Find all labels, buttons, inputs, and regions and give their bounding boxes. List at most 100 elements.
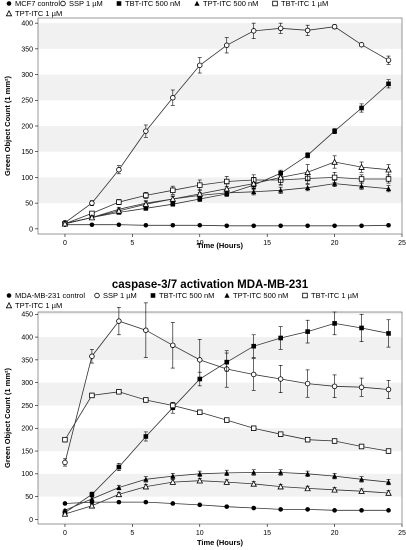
x-tick-label: 5 — [130, 530, 134, 537]
data-point — [304, 436, 311, 443]
data-point — [197, 471, 203, 477]
legend-item: TPT-ITC 500 nM — [224, 291, 288, 300]
legend-label: SSP 1 µM — [103, 291, 137, 300]
data-point — [170, 201, 176, 207]
data-point — [304, 380, 311, 387]
data-point — [115, 490, 123, 498]
data-point — [143, 476, 149, 482]
data-point — [332, 508, 337, 513]
y-tick-label: 350 — [21, 46, 33, 53]
data-point — [251, 469, 257, 475]
legend-marker — [116, 1, 122, 6]
data-point — [386, 222, 391, 228]
x-tick-label: 5 — [130, 240, 134, 247]
data-point — [331, 174, 338, 181]
data-point — [224, 470, 230, 476]
data-point — [143, 434, 149, 439]
data-point — [385, 176, 392, 182]
data-point — [62, 501, 68, 506]
y-tick-label: 200 — [21, 123, 33, 130]
legend-label: TPT-ITC 1 µM — [15, 301, 62, 310]
x-tick-label: 25 — [398, 530, 406, 537]
data-point — [224, 417, 230, 423]
chart-title: caspase-3/7 activation MDA-MB-231 — [112, 279, 309, 291]
y-tick-label: 0 — [29, 226, 33, 233]
series-6 — [61, 477, 392, 517]
data-point — [116, 499, 122, 505]
data-point — [89, 492, 95, 497]
legend-item: TBT-ITC 500 nM — [116, 0, 180, 8]
data-point — [89, 200, 95, 206]
chart-bottom: caspase-3/7 activation MDA-MB-2310501001… — [3, 279, 406, 547]
data-point — [89, 353, 95, 359]
data-point — [304, 27, 311, 34]
data-point — [278, 507, 283, 512]
data-point — [305, 507, 310, 512]
data-point — [251, 189, 257, 195]
data-point — [169, 195, 177, 202]
legend-label: MCF7 control — [15, 0, 60, 8]
series-5 — [62, 389, 392, 454]
data-point — [251, 223, 257, 229]
data-point — [358, 163, 365, 170]
x-tick-label: 0 — [63, 240, 67, 247]
data-point — [89, 222, 95, 228]
data-point — [88, 502, 96, 509]
legend-marker — [302, 292, 308, 299]
x-tick-label: 0 — [63, 530, 67, 537]
plot-background — [38, 312, 402, 497]
series-2 — [62, 302, 392, 467]
grid-band — [38, 382, 402, 406]
data-point — [197, 409, 203, 416]
data-point — [277, 483, 284, 490]
legend-item: TBT-ITC 1 µM — [302, 291, 358, 300]
data-point — [305, 471, 311, 477]
data-point — [116, 389, 122, 395]
data-point — [385, 489, 392, 496]
legend-item: SSP 1 µM — [60, 0, 103, 8]
data-point — [89, 496, 95, 502]
data-point — [115, 207, 123, 214]
data-point — [169, 478, 177, 485]
data-point — [170, 501, 176, 506]
x-tick-label: 10 — [196, 240, 204, 247]
data-point — [251, 343, 257, 349]
y-tick-label: 450 — [21, 312, 33, 319]
legend-label: TPT-ITC 1 µM — [15, 9, 62, 18]
data-point — [197, 196, 203, 202]
data-point — [359, 508, 364, 513]
data-point — [358, 476, 365, 482]
grid-band — [38, 126, 402, 152]
data-point — [358, 384, 365, 390]
data-point — [278, 187, 284, 193]
legend-item: MDA-MB-231 control — [6, 291, 85, 300]
data-point — [224, 223, 230, 229]
data-point — [143, 499, 149, 505]
x-tick-label: 10 — [196, 530, 204, 537]
data-point — [358, 487, 365, 494]
chart-top: 0 50 100 150 200 250 300 350 400 0 5 10 15 20 25 Time (… — [3, 0, 406, 250]
grid-band — [38, 23, 402, 49]
series-6 — [61, 155, 392, 227]
legend-label: TBT-ITC 1 µM — [311, 291, 358, 300]
data-point — [143, 128, 149, 134]
y-tick-label: 300 — [21, 72, 33, 79]
data-point — [224, 504, 230, 509]
legend-marker — [60, 0, 66, 7]
data-point — [142, 483, 150, 490]
legend-marker — [272, 0, 278, 7]
data-point — [143, 205, 149, 211]
legend: MDA-MB-231 control SSP 1 µM TBT-ITC 500 nM… — [5, 291, 358, 310]
legend-label: TBT-ITC 1 µM — [281, 0, 328, 8]
series-1 — [62, 499, 391, 513]
plot-background — [38, 23, 402, 204]
data-point — [142, 200, 150, 207]
data-point — [61, 220, 69, 227]
data-point — [331, 383, 338, 390]
data-point — [359, 105, 364, 111]
data-point — [386, 331, 391, 336]
x-tick-label: 15 — [263, 240, 271, 247]
data-point — [224, 42, 230, 48]
data-point — [62, 507, 68, 513]
data-point — [278, 335, 283, 341]
